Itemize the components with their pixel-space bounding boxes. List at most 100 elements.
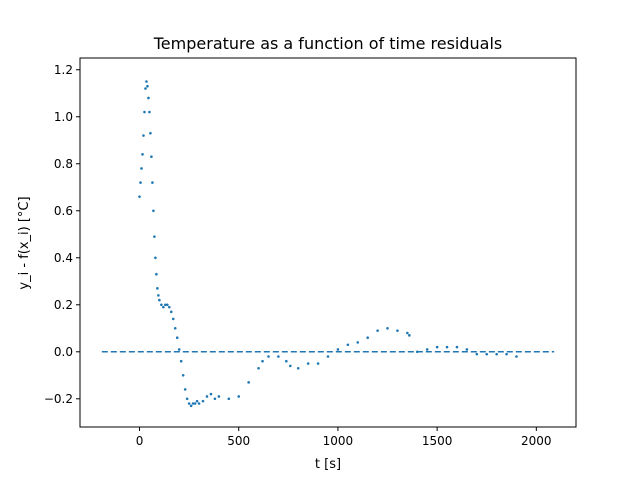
- data-point: [505, 352, 508, 356]
- x-tick-label: 1000: [323, 434, 354, 448]
- data-point: [415, 350, 419, 354]
- data-point: [195, 399, 199, 403]
- data-point: [316, 362, 320, 365]
- data-point: [396, 329, 399, 332]
- data-point: [181, 373, 185, 377]
- data-point: [177, 348, 181, 351]
- data-point: [183, 388, 187, 391]
- data-point: [173, 326, 177, 330]
- data-point: [445, 345, 449, 349]
- y-tick-label: 0.0: [54, 345, 73, 359]
- data-point: [285, 359, 288, 363]
- data-point: [147, 96, 150, 100]
- y-tick-label: 0.2: [54, 298, 73, 312]
- plot-area: [79, 57, 577, 428]
- data-point: [171, 317, 175, 321]
- data-point: [205, 395, 209, 398]
- x-tick-label: 1500: [422, 434, 453, 448]
- y-tick-label: 0.8: [54, 157, 73, 171]
- data-point: [179, 359, 183, 363]
- data-point: [185, 397, 189, 401]
- data-point: [146, 84, 149, 88]
- data-point: [237, 395, 241, 398]
- data-point: [151, 181, 154, 184]
- x-tick-label: 2000: [521, 434, 552, 448]
- data-point: [326, 355, 330, 358]
- data-point: [155, 272, 158, 276]
- data-point: [209, 392, 213, 396]
- data-point: [139, 181, 142, 184]
- data-point: [197, 402, 201, 405]
- data-point: [408, 334, 411, 337]
- data-point: [166, 303, 169, 307]
- x-axis-label: t [s]: [315, 457, 341, 472]
- data-point: [144, 87, 147, 90]
- data-point: [187, 402, 191, 405]
- data-point: [515, 355, 518, 358]
- data-point: [485, 352, 489, 356]
- y-axis-ticks: −0.2 0.0 0.2 0.4 0.6 0.8 1.0 1.2: [44, 63, 80, 406]
- data-point: [213, 397, 217, 401]
- data-point: [189, 404, 193, 408]
- data-point: [157, 294, 160, 297]
- data-point: [156, 287, 159, 290]
- data-point: [140, 167, 143, 170]
- data-point: [455, 345, 459, 349]
- y-tick-label: −0.2: [44, 392, 73, 406]
- data-point: [465, 348, 469, 351]
- x-axis-ticks: 0 500 1000 1500 2000: [136, 427, 552, 448]
- data-point: [158, 298, 161, 302]
- y-axis-label: y_i - f(x_i) [°C]: [17, 196, 32, 289]
- data-point: [475, 352, 479, 356]
- data-point: [138, 195, 141, 198]
- data-point: [425, 348, 429, 351]
- data-point: [175, 336, 179, 339]
- data-point: [142, 134, 145, 137]
- data-point: [261, 359, 264, 363]
- data-point: [162, 305, 165, 309]
- x-tick-label: 0: [136, 434, 144, 448]
- data-point: [201, 399, 205, 403]
- data-point: [376, 329, 379, 332]
- data-point: [336, 348, 340, 351]
- data-point: [169, 310, 173, 314]
- axes-frame: [79, 57, 577, 428]
- data-point: [346, 343, 350, 347]
- data-point: [227, 397, 231, 401]
- data-point: [356, 341, 360, 344]
- data-point: [193, 402, 197, 405]
- data-point: [296, 366, 300, 370]
- data-point: [247, 381, 250, 384]
- data-point: [495, 352, 498, 356]
- x-tick-label: 500: [227, 434, 250, 448]
- data-point: [167, 305, 171, 309]
- y-tick-label: 0.6: [54, 204, 73, 218]
- data-point: [141, 153, 144, 156]
- chart-title: Temperature as a function of time residu…: [153, 34, 502, 53]
- y-tick-label: 0.4: [54, 251, 73, 265]
- data-point: [150, 155, 153, 159]
- data-point: [289, 364, 292, 368]
- data-point: [191, 402, 195, 405]
- data-point: [257, 366, 260, 370]
- data-point: [153, 235, 156, 238]
- scatter-points: [138, 80, 518, 408]
- y-tick-label: 1.0: [54, 110, 73, 124]
- data-point: [217, 395, 221, 398]
- data-point: [406, 331, 409, 335]
- data-point: [267, 355, 270, 358]
- data-point: [277, 355, 280, 358]
- y-tick-label: 1.2: [54, 63, 73, 77]
- data-point: [386, 326, 389, 330]
- data-point: [164, 303, 167, 307]
- data-point: [306, 362, 310, 365]
- data-point: [148, 110, 151, 114]
- data-point: [152, 209, 155, 213]
- data-point: [149, 131, 152, 135]
- data-point: [366, 336, 369, 339]
- data-point: [143, 110, 146, 114]
- data-point: [145, 80, 148, 83]
- data-point: [160, 303, 163, 307]
- data-point: [435, 345, 439, 349]
